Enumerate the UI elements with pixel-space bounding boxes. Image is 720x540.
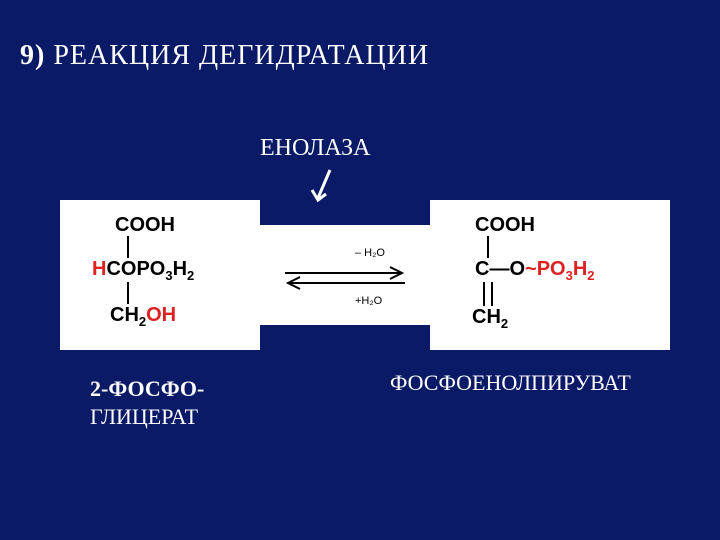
reactant-copo: COPO [106,258,165,280]
product-po: PO [537,258,566,280]
reactant-h: H [92,258,106,280]
reverse-label: +H₂O [355,295,382,307]
enzyme-label: ЕНОЛАЗА [260,135,371,162]
reactant-caption-l1: 2-ФОСФО- [90,376,204,401]
reactant-line3: CH2OH [110,304,176,329]
reactant-oh: OH [146,304,176,326]
slide-title: 9) РЕАКЦИЯ ДЕГИДРАТАЦИИ [20,40,429,72]
product-line1: COOH [475,214,535,237]
product-co: C—O [475,258,525,280]
product-h: H [573,258,587,280]
equilibrium-panel: – H₂O +H₂O [260,225,430,325]
forward-label: – H₂O [355,247,385,259]
reactant-h2a: H [173,258,187,280]
reactant-caption-l2: ГЛИЦЕРАТ [90,404,198,429]
reactant-caption: 2-ФОСФО- ГЛИЦЕРАТ [90,375,204,430]
reactant-panel: COOH HCOPO3H2 CH2OH [60,200,260,350]
product-line2: C—O~PO3H2 [475,258,595,283]
enzyme-pointer-arrow [310,168,340,208]
reactant-sub2: 2 [187,268,194,283]
product-line3: CH2 [472,306,508,331]
reactant-line2: HCOPO3H2 [92,258,194,283]
product-sub2: 2 [587,268,594,283]
product-ch-sub: 2 [501,316,508,331]
reactant-line1: COOH [115,214,175,237]
product-caption: ФОСФОЕНОЛПИРУВАТ [390,370,631,396]
product-sub3: 3 [566,268,573,283]
reactant-sub3: 3 [165,268,172,283]
product-tilde: ~ [525,258,537,280]
equilibrium-arrows-icon [280,263,410,293]
product-ch: CH [472,306,501,328]
reactant-ch: CH [110,304,139,326]
title-text: РЕАКЦИЯ ДЕГИДРАТАЦИИ [53,40,429,71]
product-panel: COOH C—O~PO3H2 CH2 [430,200,670,350]
step-number: 9) [20,40,45,71]
